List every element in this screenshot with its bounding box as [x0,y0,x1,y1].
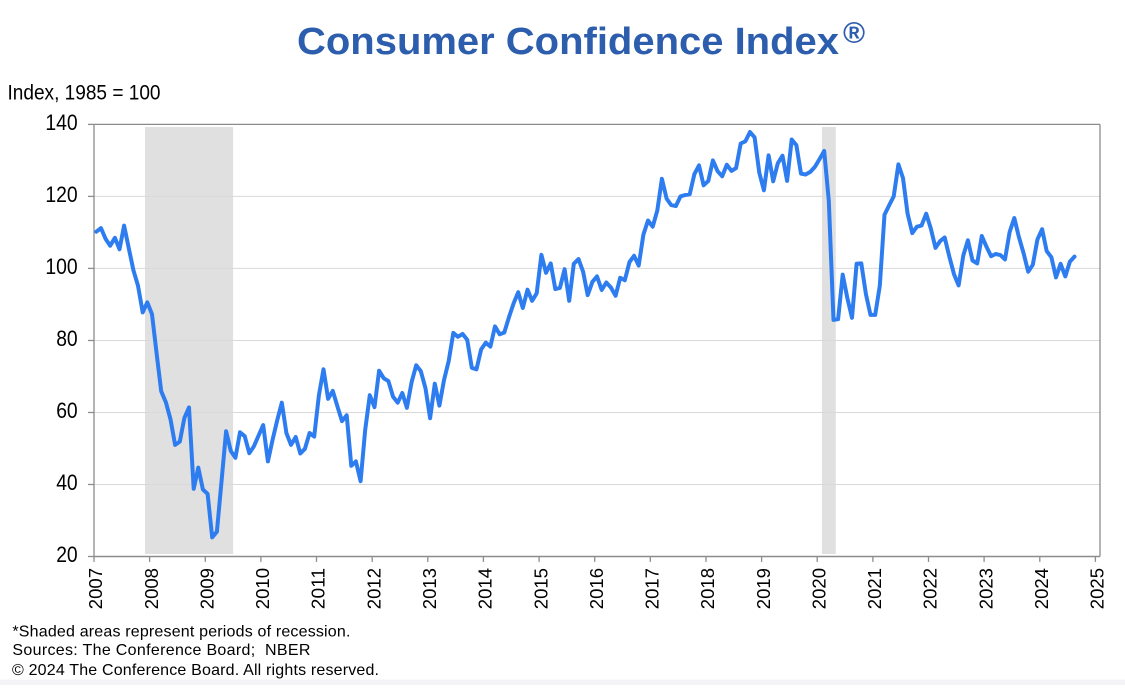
svg-text:2025: 2025 [1088,568,1108,609]
svg-text:*Shaded areas represent period: *Shaded areas represent periods of reces… [12,623,350,640]
svg-text:20: 20 [56,542,78,567]
svg-text:100: 100 [45,254,77,279]
svg-text:2017: 2017 [643,568,663,609]
svg-text:2023: 2023 [976,568,996,609]
svg-text:Sources: The Conference Board;: Sources: The Conference Board; NBER [12,642,310,659]
svg-text:2018: 2018 [698,568,718,609]
svg-text:60: 60 [56,398,78,423]
svg-text:140: 140 [45,110,77,135]
svg-text:2014: 2014 [476,568,496,609]
svg-text:2016: 2016 [587,568,607,609]
svg-text:Index, 1985 = 100: Index, 1985 = 100 [8,82,161,105]
svg-text:40: 40 [56,470,78,495]
svg-text:© 2024 The Conference Board. A: © 2024 The Conference Board. All rights … [12,662,379,679]
svg-text:2020: 2020 [809,568,829,609]
svg-text:2012: 2012 [364,568,384,609]
svg-text:2010: 2010 [253,568,273,609]
svg-text:®: ® [843,17,865,50]
svg-text:Consumer Confidence Index: Consumer Confidence Index [297,21,839,63]
svg-text:80: 80 [56,326,78,351]
svg-text:2007: 2007 [86,568,106,609]
svg-text:2022: 2022 [921,568,941,609]
svg-text:2021: 2021 [865,568,885,609]
svg-text:2024: 2024 [1032,568,1052,609]
svg-text:2015: 2015 [531,568,551,609]
svg-text:2011: 2011 [309,568,329,609]
svg-text:120: 120 [45,182,77,207]
svg-text:2008: 2008 [142,568,162,609]
svg-text:2019: 2019 [754,568,774,609]
svg-text:2009: 2009 [198,568,218,609]
svg-text:2013: 2013 [420,568,440,609]
